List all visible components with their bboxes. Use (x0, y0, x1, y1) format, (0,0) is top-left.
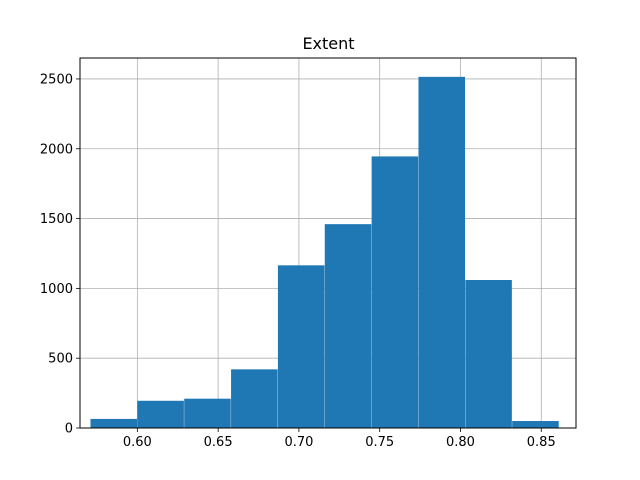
y-tick-label: 1500 (40, 212, 73, 227)
y-axis: 0 500 1000 1500 2000 2500 (40, 72, 80, 437)
x-tick-label: 0.75 (365, 435, 394, 450)
x-tick-label: 0.80 (446, 435, 475, 450)
histogram-bar (231, 369, 278, 428)
histogram-bar (90, 418, 138, 428)
histogram-bar (512, 421, 559, 428)
chart-title: Extent (302, 34, 354, 53)
x-tick-label: 0.70 (284, 435, 313, 450)
histogram-bar (418, 76, 466, 428)
histogram-bar (137, 400, 184, 428)
y-tick-label: 0 (65, 422, 73, 437)
y-tick-label: 500 (48, 352, 73, 367)
y-tick-label: 2500 (40, 72, 73, 87)
y-tick-label: 2000 (40, 142, 73, 157)
x-axis: 0.60 0.65 0.70 0.75 0.80 0.85 (123, 428, 556, 450)
x-tick-label: 0.85 (527, 435, 556, 450)
histogram-bar (324, 224, 372, 428)
histogram-bar (277, 265, 325, 428)
x-tick-label: 0.65 (204, 435, 233, 450)
histogram-bar (184, 398, 231, 428)
bars (90, 76, 559, 428)
x-tick-label: 0.60 (123, 435, 152, 450)
histogram-bar (465, 280, 512, 428)
axes-frame (79, 57, 577, 429)
histogram-bar (371, 156, 419, 428)
y-tick-label: 1000 (40, 282, 73, 297)
